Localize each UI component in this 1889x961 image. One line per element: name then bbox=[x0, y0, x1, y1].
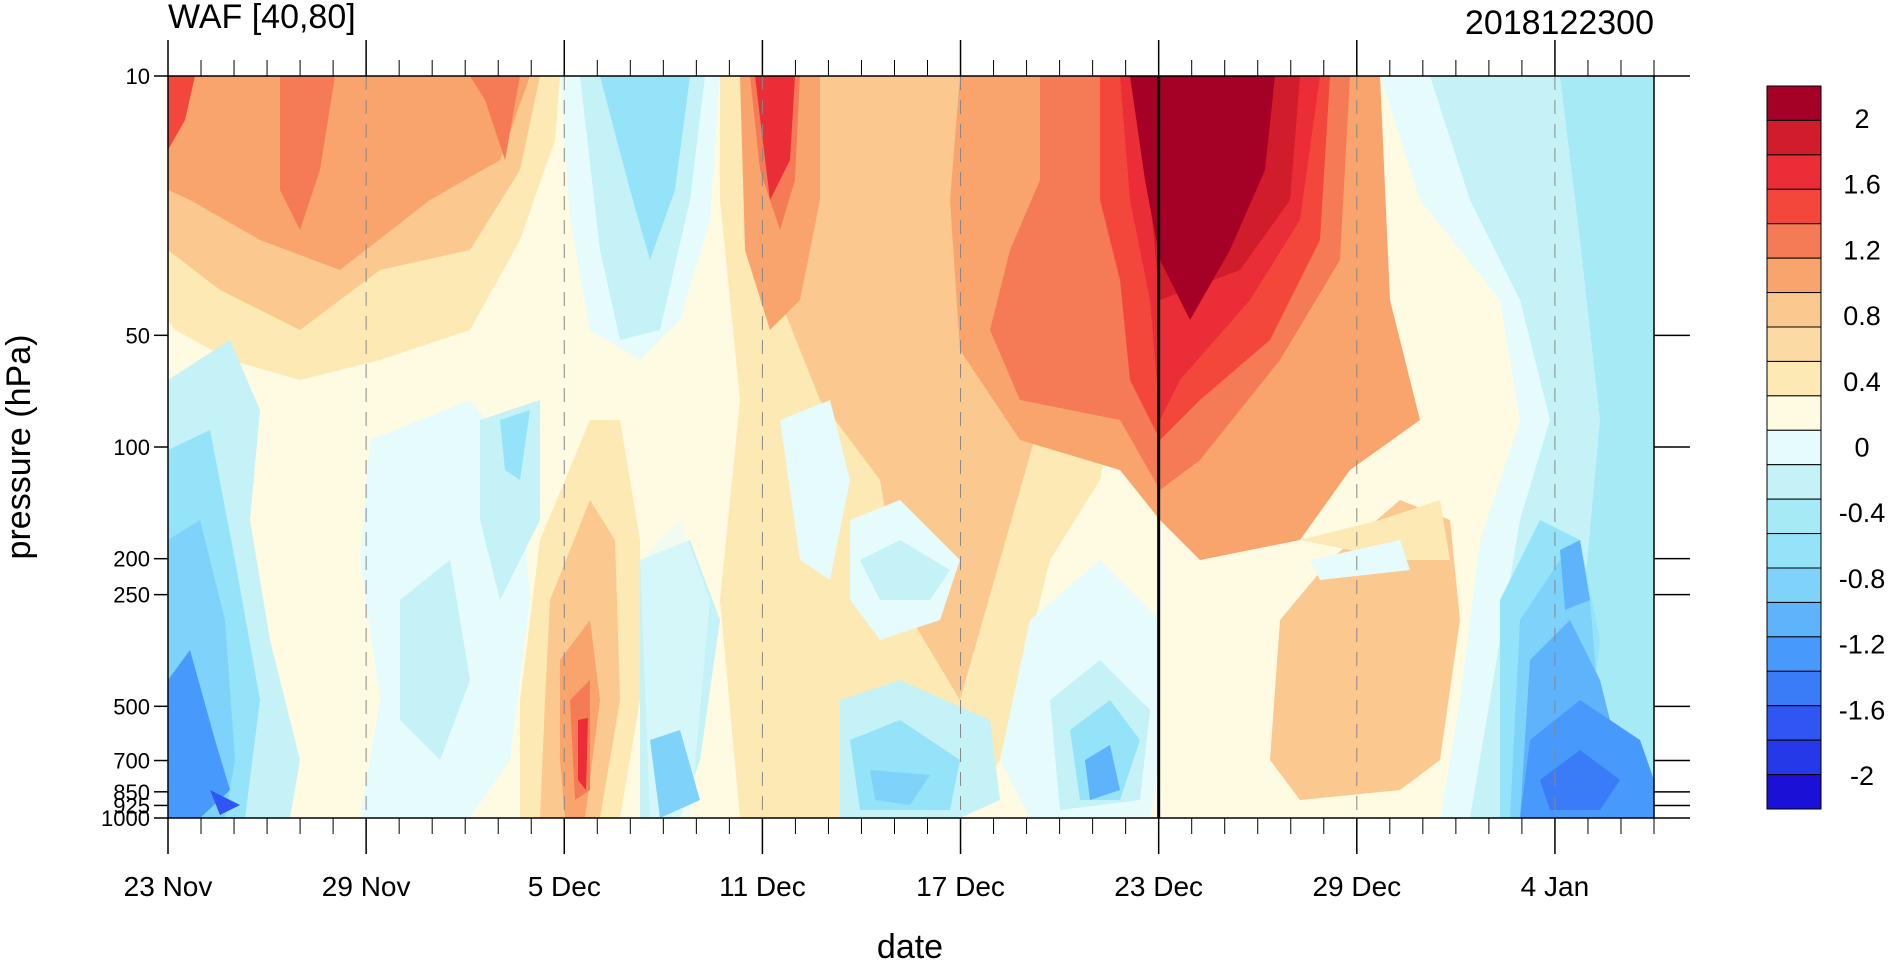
y-tick-label: 100 bbox=[113, 435, 150, 460]
x-tick-label: 29 Dec bbox=[1312, 871, 1401, 902]
contour-field bbox=[168, 76, 1654, 818]
colorbar: 2 1.6 1.2 0.8 0.4 0 -0.4 -0.8 -1.2 -1.6 -2 bbox=[1766, 85, 1886, 810]
colorbar-label: 2 bbox=[1854, 104, 1869, 134]
colorbar-swatch bbox=[1766, 395, 1822, 431]
colorbar-label: 0.8 bbox=[1843, 301, 1881, 331]
title-right: 2018122300 bbox=[1465, 4, 1654, 42]
x-tick-label: 23 Dec bbox=[1114, 871, 1203, 902]
x-tick-label: 4 Jan bbox=[1521, 871, 1590, 902]
colorbar-label: -1.6 bbox=[1839, 695, 1886, 725]
y-tick-label: 50 bbox=[126, 323, 150, 348]
y-tick-label: 200 bbox=[113, 547, 150, 572]
colorbar-swatch bbox=[1766, 223, 1822, 259]
colorbar-label: -2 bbox=[1850, 761, 1874, 791]
colorbar-swatch bbox=[1766, 257, 1822, 294]
colorbar-swatch bbox=[1766, 774, 1822, 810]
x-tick-label: 17 Dec bbox=[916, 871, 1005, 902]
y-tick-label: 850 bbox=[113, 780, 150, 805]
y-tick-label: 700 bbox=[113, 749, 150, 774]
colorbar-swatch bbox=[1766, 601, 1822, 638]
colorbar-swatch bbox=[1766, 533, 1822, 569]
colorbar-label: -1.2 bbox=[1839, 630, 1886, 660]
colorbar-swatch bbox=[1766, 429, 1822, 466]
y-tick-label: 1000 bbox=[101, 806, 150, 831]
x-tick-label: 5 Dec bbox=[528, 871, 601, 902]
colorbar-swatch bbox=[1766, 154, 1822, 190]
y-axis-label: pressure (hPa) bbox=[0, 335, 38, 560]
colorbar-swatch bbox=[1766, 705, 1822, 741]
y-tick-label: 500 bbox=[113, 694, 150, 719]
colorbar-label: 1.6 bbox=[1843, 170, 1881, 200]
colorbar-swatch bbox=[1766, 188, 1822, 225]
colorbar-swatch bbox=[1766, 85, 1822, 121]
colorbar-label: -0.4 bbox=[1839, 498, 1886, 528]
title-left: WAF [40,80] bbox=[168, 0, 356, 36]
y-tick-label: 250 bbox=[113, 583, 150, 608]
x-tick-label: 23 Nov bbox=[124, 871, 213, 902]
colorbar-swatch bbox=[1766, 670, 1822, 707]
colorbar-label: 1.2 bbox=[1843, 235, 1881, 265]
colorbar-swatch bbox=[1766, 464, 1822, 500]
colorbar-swatch bbox=[1766, 739, 1822, 776]
colorbar-swatch bbox=[1766, 636, 1822, 672]
colorbar-label: 0.4 bbox=[1843, 367, 1881, 397]
colorbar-swatch bbox=[1766, 292, 1822, 328]
colorbar-label: -0.8 bbox=[1839, 564, 1886, 594]
y-tick-label: 10 bbox=[126, 64, 150, 89]
colorbar-swatch bbox=[1766, 498, 1822, 535]
colorbar-swatch bbox=[1766, 326, 1822, 362]
colorbar-swatch bbox=[1766, 119, 1822, 156]
y-tick-label: 925 bbox=[113, 793, 150, 818]
colorbar-swatch bbox=[1766, 360, 1822, 397]
x-tick-label: 29 Nov bbox=[322, 871, 411, 902]
x-tick-label: 11 Dec bbox=[719, 871, 806, 902]
colorbar-swatch bbox=[1766, 567, 1822, 603]
x-axis-label: date bbox=[877, 928, 943, 961]
x-axis: 23 Nov 29 Nov 5 Dec 11 Dec 17 Dec 23 Dec 29 De… bbox=[124, 40, 1655, 902]
colorbar-label: 0 bbox=[1854, 433, 1869, 463]
